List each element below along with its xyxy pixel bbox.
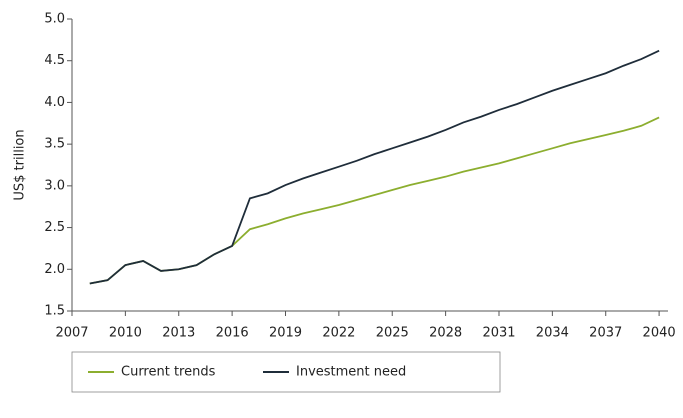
x-tick-label: 2007 <box>55 326 88 341</box>
y-tick-label: 4.5 <box>44 53 65 68</box>
y-tick-label: 5.0 <box>44 12 65 27</box>
x-tick-label: 2010 <box>109 326 142 341</box>
legend-box <box>71 351 501 393</box>
y-tick-label: 2.0 <box>44 262 65 277</box>
legend-label: Current trends <box>121 365 216 380</box>
x-tick-label: 2028 <box>429 326 462 341</box>
series-line <box>89 116 660 285</box>
x-tick-label: 2022 <box>322 326 355 341</box>
legend-label: Investment need <box>296 365 406 380</box>
y-tick-label: 1.5 <box>44 304 65 319</box>
x-tick-label: 2034 <box>536 326 569 341</box>
x-tick-label: 2025 <box>376 326 409 341</box>
x-tick-label: 2019 <box>269 326 302 341</box>
x-tick-label: 2031 <box>482 326 515 341</box>
y-tick-label: 3.0 <box>44 178 65 193</box>
y-axis-label: US$ trillion <box>13 129 28 200</box>
x-tick-label: 2013 <box>162 326 195 341</box>
x-tick-label: 2016 <box>216 326 249 341</box>
series-line <box>89 49 660 285</box>
x-tick-label: 2037 <box>589 326 622 341</box>
y-tick-label: 4.0 <box>44 95 65 110</box>
x-tick-label: 2040 <box>643 326 676 341</box>
y-tick-label: 2.5 <box>44 220 65 235</box>
y-tick-label: 3.5 <box>44 137 65 152</box>
